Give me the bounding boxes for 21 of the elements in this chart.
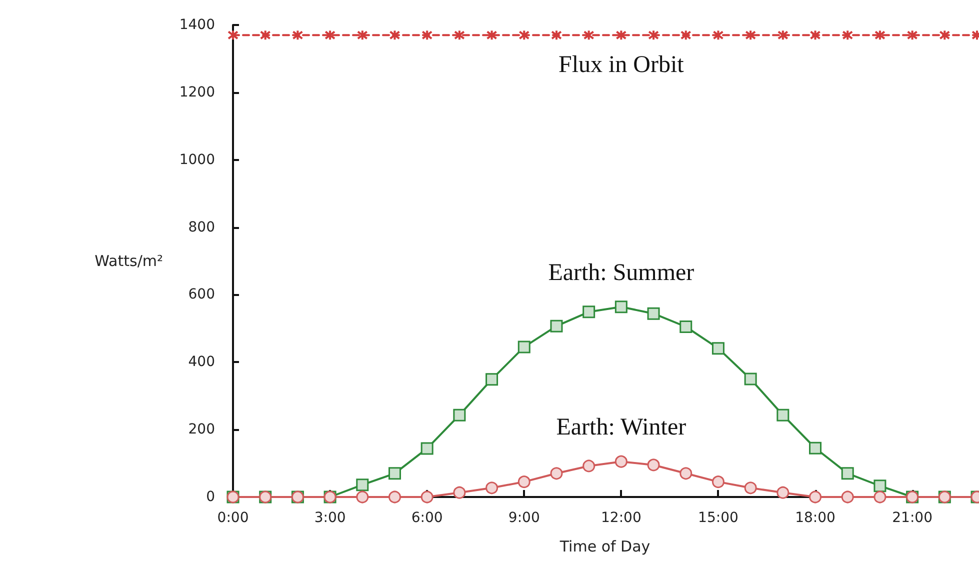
y-tick-label: 600	[188, 286, 215, 303]
y-axis-title: Watts/m²	[94, 252, 163, 270]
y-tick-label: 800	[188, 219, 215, 236]
y-tick-label: 200	[188, 422, 215, 438]
x-tick-label: 18:00	[795, 510, 836, 526]
y-tick-label: 1400	[179, 17, 215, 33]
y-tick-label: 0	[206, 489, 215, 505]
x-tick-label: 15:00	[698, 510, 738, 526]
y-tick-label: 1000	[179, 152, 215, 168]
x-tick-label: 9:00	[508, 510, 540, 526]
x-tick-label: 0:00	[217, 510, 249, 526]
x-tick-label: 3:00	[314, 510, 346, 526]
x-tick-label: 21:00	[892, 510, 932, 526]
x-axis-title: Time of Day	[558, 538, 650, 556]
series-label: Earth: Winter	[556, 414, 686, 441]
y-tick-label: 1200	[179, 84, 215, 100]
y-tick-label: 400	[188, 354, 215, 370]
x-tick-label: 6:00	[411, 510, 443, 526]
x-tick-label: 12:00	[600, 510, 642, 526]
series-label: Earth: Summer	[548, 260, 694, 286]
series-label: Flux in Orbit	[558, 52, 684, 78]
